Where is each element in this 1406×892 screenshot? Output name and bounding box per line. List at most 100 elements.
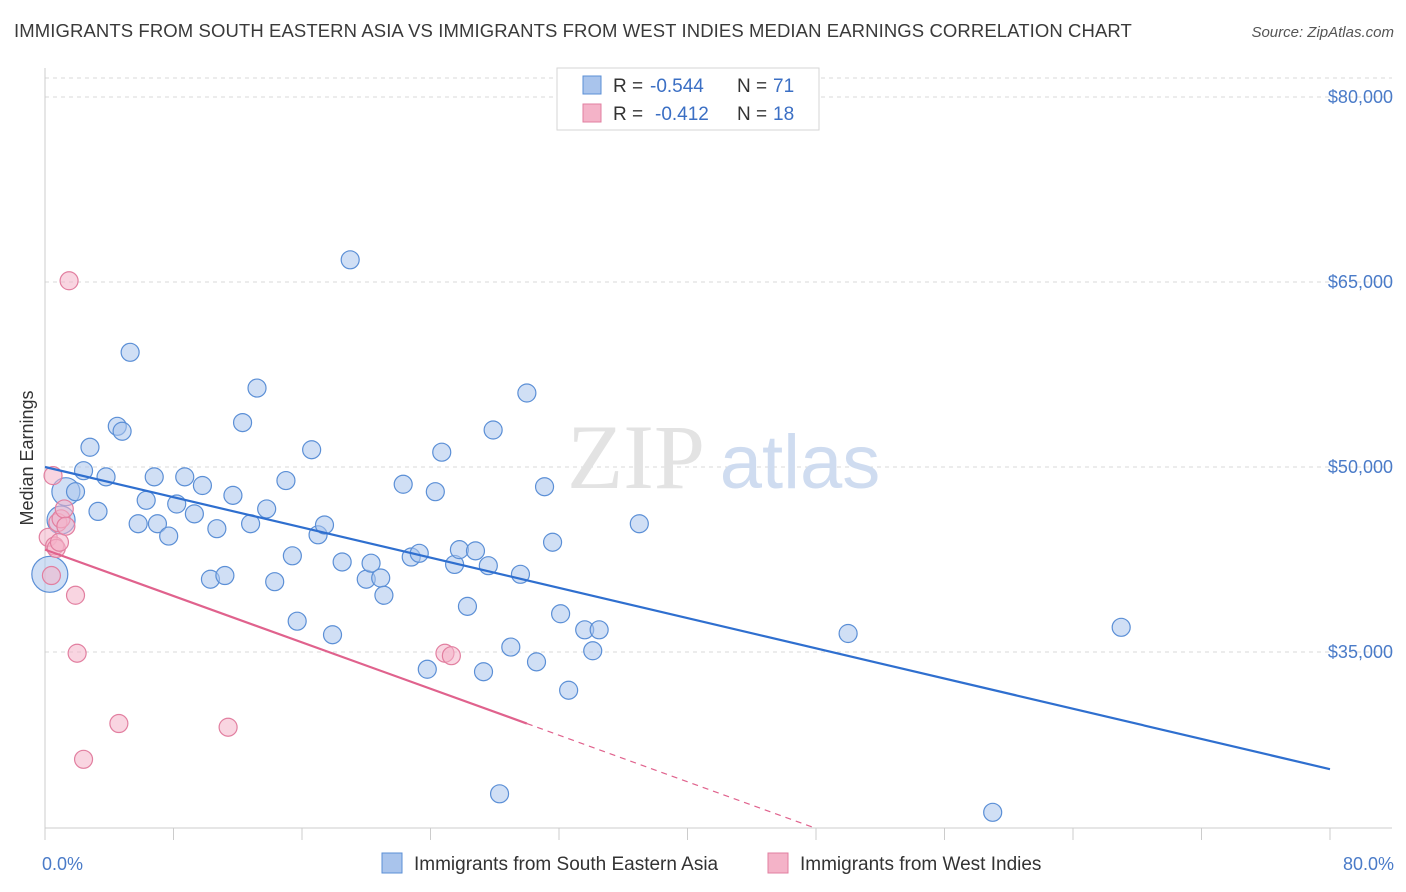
watermark-atlas: atlas bbox=[720, 420, 881, 505]
sea-point-36 bbox=[332, 552, 352, 572]
trend-line-south-eastern-asia bbox=[44, 465, 1331, 771]
sea-point-62 bbox=[551, 604, 571, 624]
sea-point-39 bbox=[361, 553, 381, 573]
y-tick-label-1: $50,000 bbox=[1328, 457, 1393, 477]
bottom-legend-swatch-pink bbox=[767, 852, 789, 874]
grid-lines bbox=[45, 77, 1392, 653]
sea-point-30 bbox=[282, 546, 302, 566]
watermark: ZIP atlas bbox=[567, 406, 880, 508]
correlation-legend: R = -0.544 N = 71 R = -0.412 N = 18 bbox=[556, 67, 820, 131]
legend-n-value-2: 18 bbox=[773, 104, 794, 125]
sea-point-27 bbox=[257, 499, 277, 519]
sea-point-51 bbox=[465, 541, 486, 561]
sea-point-11 bbox=[128, 514, 148, 534]
sea-point-54 bbox=[483, 420, 503, 440]
wi-point-9 bbox=[56, 516, 76, 536]
series-south-eastern-asia-points bbox=[31, 250, 1131, 822]
wi-point-15 bbox=[218, 717, 238, 737]
sea-point-63 bbox=[559, 680, 579, 700]
sea-point-58 bbox=[517, 383, 537, 403]
wi-point-10 bbox=[59, 271, 79, 291]
wi-point-8 bbox=[54, 499, 74, 519]
wi-point-2 bbox=[43, 466, 63, 486]
sea-point-65 bbox=[583, 641, 603, 661]
sea-point-12 bbox=[136, 490, 156, 510]
y-tick-label-0: $35,000 bbox=[1328, 642, 1393, 662]
y-tick-label-2: $65,000 bbox=[1328, 272, 1393, 292]
x-axis-tick-labels: 0.0% 80.0% bbox=[42, 854, 1394, 874]
sea-point-5 bbox=[80, 437, 100, 457]
sea-point-9 bbox=[112, 421, 132, 441]
bottom-legend-label-blue: Immigrants from South Eastern Asia bbox=[414, 854, 719, 875]
y-tick-label-3: $80,000 bbox=[1328, 87, 1393, 107]
sea-point-6 bbox=[88, 501, 108, 521]
legend-r-label-2: R = bbox=[613, 104, 643, 125]
wi-point-17 bbox=[441, 646, 461, 666]
sea-point-68 bbox=[838, 623, 858, 644]
sea-point-60 bbox=[534, 477, 555, 497]
sea-point-14 bbox=[147, 514, 168, 534]
y-axis-title: Median Earnings bbox=[17, 390, 37, 525]
sea-point-35 bbox=[322, 625, 343, 645]
sea-point-52 bbox=[473, 662, 494, 682]
sea-point-31 bbox=[287, 611, 307, 631]
legend-swatch-blue bbox=[582, 75, 602, 95]
sea-point-19 bbox=[192, 475, 213, 496]
legend-n-value-1: 71 bbox=[773, 76, 794, 97]
sea-point-45 bbox=[417, 659, 437, 679]
series-legend: Immigrants from South Eastern Asia Immig… bbox=[381, 852, 1041, 875]
sea-point-26 bbox=[247, 378, 267, 398]
wi-point-6 bbox=[49, 532, 70, 552]
sea-point-67 bbox=[629, 514, 649, 534]
legend-swatch-pink bbox=[582, 103, 602, 123]
bottom-legend-swatch-blue bbox=[381, 852, 403, 874]
sea-point-15 bbox=[159, 526, 179, 546]
sea-point-3 bbox=[65, 482, 86, 502]
sea-point-56 bbox=[501, 637, 521, 657]
sea-point-66 bbox=[589, 620, 609, 640]
legend-n-label-1: N = bbox=[737, 76, 767, 97]
legend-n-label-2: N = bbox=[737, 104, 767, 125]
sea-point-61 bbox=[542, 532, 563, 552]
trend-lines bbox=[44, 465, 1331, 829]
sea-point-24 bbox=[232, 413, 253, 433]
sea-point-10 bbox=[120, 342, 140, 362]
trend-line-west-indies-extension bbox=[526, 722, 817, 829]
sea-point-32 bbox=[302, 440, 322, 460]
watermark-zip: ZIP bbox=[567, 406, 705, 508]
sea-point-22 bbox=[215, 565, 235, 586]
sea-point-59 bbox=[526, 652, 547, 672]
sea-point-28 bbox=[265, 572, 285, 592]
chart-title: IMMIGRANTS FROM SOUTH EASTERN ASIA VS IM… bbox=[14, 20, 1132, 41]
sea-point-41 bbox=[374, 585, 394, 605]
sea-point-17 bbox=[175, 467, 195, 487]
legend-r-value-1: -0.544 bbox=[650, 76, 704, 97]
x-tick-label-0: 0.0% bbox=[42, 854, 83, 874]
sea-point-37 bbox=[340, 250, 360, 270]
sea-point-69 bbox=[983, 802, 1003, 822]
sea-point-21 bbox=[207, 519, 227, 539]
sea-point-42 bbox=[393, 474, 413, 494]
sea-point-34 bbox=[314, 515, 335, 535]
x-tick-label-1: 80.0% bbox=[1343, 854, 1394, 874]
sea-point-18 bbox=[184, 504, 204, 524]
wi-point-14 bbox=[109, 713, 129, 734]
sea-point-40 bbox=[371, 568, 391, 588]
sea-point-47 bbox=[432, 442, 452, 462]
sea-point-49 bbox=[449, 540, 470, 560]
sea-point-23 bbox=[223, 485, 243, 505]
legend-r-label-1: R = bbox=[613, 76, 643, 97]
sea-point-46 bbox=[425, 482, 445, 502]
y-axis-tick-labels: $35,000 $50,000 $65,000 $80,000 bbox=[1328, 87, 1393, 662]
wi-point-11 bbox=[65, 585, 86, 605]
trend-line-west-indies bbox=[44, 548, 528, 725]
bottom-legend-label-pink: Immigrants from West Indies bbox=[800, 854, 1041, 875]
sea-point-70 bbox=[1111, 617, 1131, 637]
axes bbox=[44, 68, 1392, 840]
sea-point-55 bbox=[489, 784, 510, 804]
sea-point-13 bbox=[144, 467, 164, 487]
source-credit: Source: ZipAtlas.com bbox=[1251, 24, 1394, 41]
wi-point-12 bbox=[67, 643, 87, 663]
wi-point-13 bbox=[73, 749, 94, 769]
